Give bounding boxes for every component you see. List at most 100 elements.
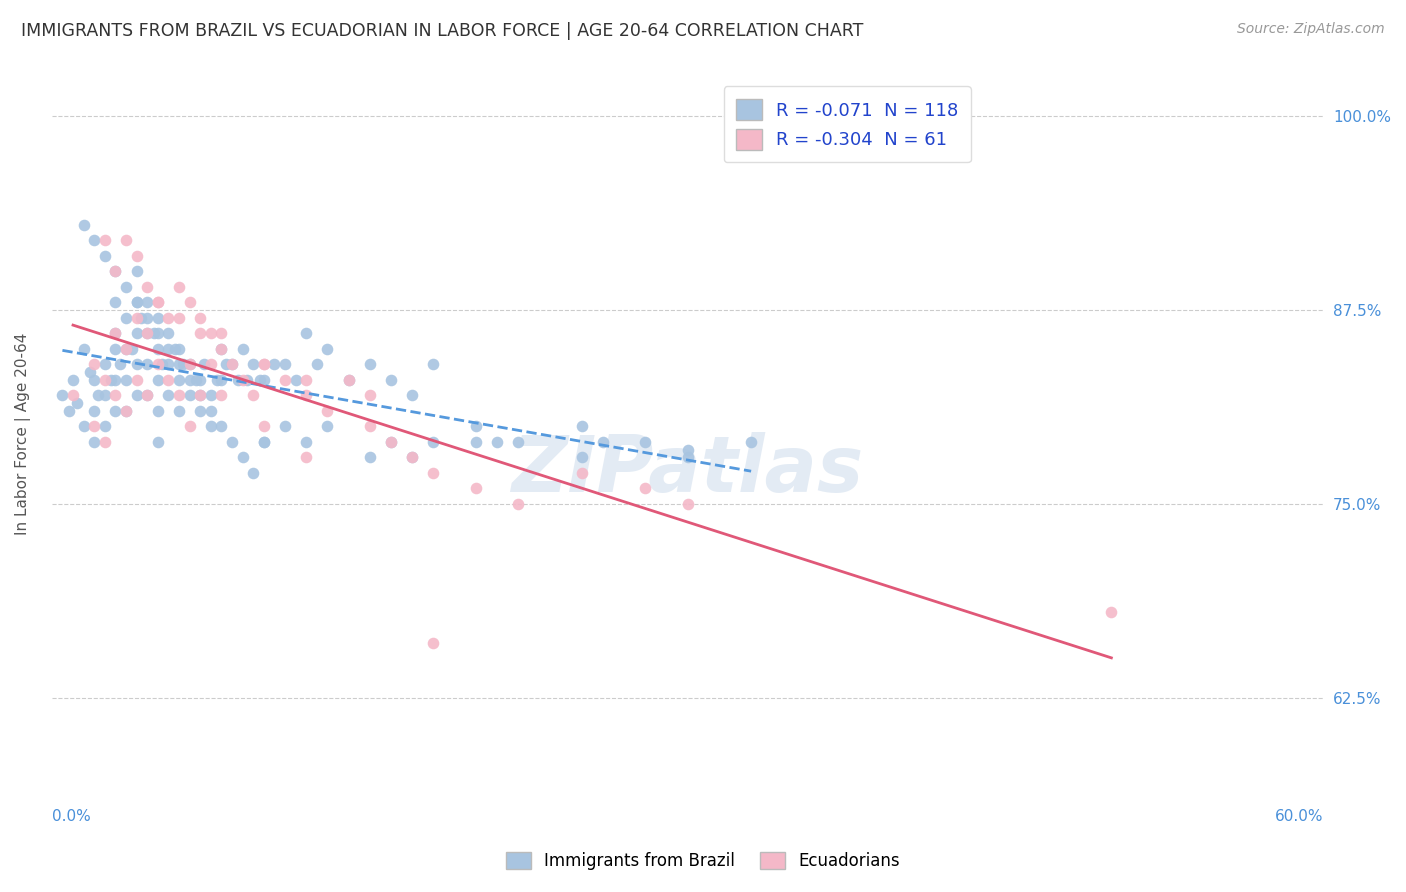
Point [193, 357, 215, 371]
Point [94, 388, 117, 402]
Point [464, 419, 486, 434]
Point [316, 342, 339, 356]
Y-axis label: In Labor Force | Age 20-64: In Labor Force | Age 20-64 [15, 333, 31, 535]
Point [179, 357, 201, 371]
Point [104, 326, 127, 341]
Point [66, 396, 89, 410]
Point [146, 295, 169, 310]
Point [305, 357, 328, 371]
Point [249, 373, 271, 387]
Point [253, 357, 276, 371]
Point [104, 342, 127, 356]
Point [236, 373, 259, 387]
Point [359, 419, 381, 434]
Point [167, 342, 190, 356]
Point [295, 373, 318, 387]
Point [104, 373, 127, 387]
Point [253, 373, 276, 387]
Point [146, 295, 169, 310]
Point [79, 365, 101, 379]
Point [214, 357, 236, 371]
Point [94, 357, 117, 371]
Point [167, 388, 190, 402]
Point [634, 481, 657, 495]
Point [188, 388, 211, 402]
Point [157, 310, 180, 325]
Point [422, 434, 444, 449]
Point [295, 450, 318, 465]
Text: 60.0%: 60.0% [1275, 809, 1323, 824]
Point [295, 326, 318, 341]
Point [380, 434, 402, 449]
Point [104, 403, 127, 417]
Point [150, 357, 173, 371]
Point [115, 403, 138, 417]
Text: ZIPatlas: ZIPatlas [512, 432, 863, 508]
Point [146, 310, 169, 325]
Point [104, 326, 127, 341]
Point [125, 295, 148, 310]
Point [209, 326, 232, 341]
Point [221, 357, 243, 371]
Point [205, 373, 228, 387]
Point [200, 357, 222, 371]
Point [188, 403, 211, 417]
Point [125, 373, 148, 387]
Point [136, 295, 159, 310]
Point [253, 434, 276, 449]
Point [401, 450, 423, 465]
Point [232, 342, 254, 356]
Point [115, 373, 138, 387]
Point [179, 357, 201, 371]
Point [83, 373, 105, 387]
Point [146, 326, 169, 341]
Point [115, 279, 138, 293]
Point [676, 450, 699, 465]
Point [125, 264, 148, 278]
Point [94, 233, 117, 247]
Point [337, 373, 360, 387]
Point [136, 388, 159, 402]
Point [209, 373, 232, 387]
Point [464, 481, 486, 495]
Point [274, 419, 297, 434]
Point [146, 342, 169, 356]
Point [115, 342, 138, 356]
Point [157, 357, 180, 371]
Point [263, 357, 285, 371]
Legend: Immigrants from Brazil, Ecuadorians: Immigrants from Brazil, Ecuadorians [499, 845, 907, 877]
Point [136, 326, 159, 341]
Point [188, 310, 211, 325]
Point [316, 403, 339, 417]
Point [104, 295, 127, 310]
Point [167, 310, 190, 325]
Point [506, 497, 529, 511]
Point [115, 310, 138, 325]
Point [200, 403, 222, 417]
Point [115, 342, 138, 356]
Point [94, 249, 117, 263]
Point [242, 357, 264, 371]
Point [676, 497, 699, 511]
Point [571, 419, 593, 434]
Point [179, 388, 201, 402]
Point [422, 466, 444, 480]
Point [87, 388, 110, 402]
Point [380, 434, 402, 449]
Point [592, 434, 614, 449]
Point [146, 373, 169, 387]
Point [125, 357, 148, 371]
Point [62, 388, 84, 402]
Point [401, 450, 423, 465]
Point [295, 388, 318, 402]
Point [167, 279, 190, 293]
Point [1099, 605, 1122, 619]
Point [136, 357, 159, 371]
Point [179, 295, 201, 310]
Point [167, 403, 190, 417]
Point [422, 636, 444, 650]
Point [121, 342, 143, 356]
Point [157, 373, 180, 387]
Point [226, 373, 249, 387]
Point [401, 388, 423, 402]
